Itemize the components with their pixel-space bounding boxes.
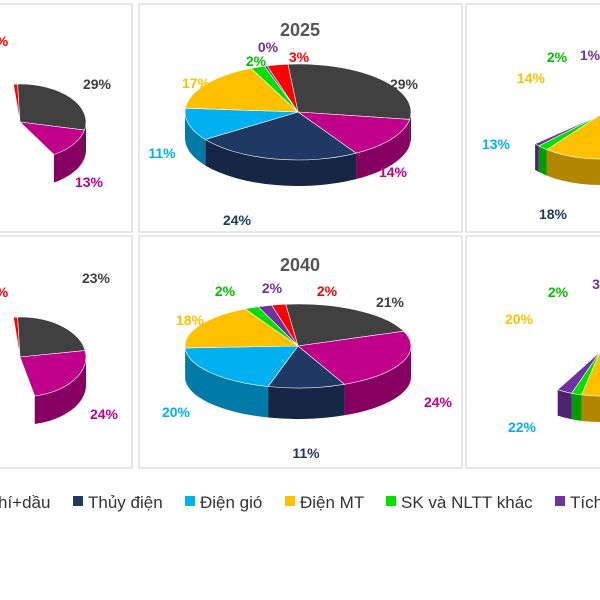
pie-3-slice-solar bbox=[546, 114, 600, 160]
pie-3-label-storage: 1% bbox=[580, 47, 600, 63]
pie-2-label-wind: 11% bbox=[148, 145, 176, 161]
pie-1-wall-gas_oil bbox=[84, 122, 86, 159]
pie-5-slice-hydro bbox=[267, 345, 346, 389]
pie-5-label-biomass: 2% bbox=[215, 283, 236, 299]
legend: hí+dầu Thủy điện Điện gió Điện MT SK và … bbox=[0, 493, 600, 512]
pie-2-label-storage: 0% bbox=[258, 39, 279, 55]
pie-1-label-coal: 13% bbox=[75, 174, 104, 190]
legend-label-biomass: SK và NLTT khác bbox=[401, 493, 533, 512]
pie-3-label-hydro: 18% bbox=[539, 206, 568, 222]
legend-swatch-hydro bbox=[73, 496, 83, 506]
pie-2-label-biomass: 2% bbox=[246, 53, 267, 69]
pie-5-slice-coal bbox=[297, 330, 412, 385]
pie-1-label-gas_oil: 29% bbox=[83, 76, 112, 92]
pie-4-wall-coal bbox=[34, 357, 86, 424]
pie-3-label-biomass: 2% bbox=[547, 49, 568, 65]
pie-4-label-gas_oil: 23% bbox=[82, 270, 111, 286]
pie-2-label-hydro: 24% bbox=[223, 212, 252, 228]
pie-2-slice-gas_oil bbox=[287, 63, 412, 120]
pie-2-wall-hydro bbox=[205, 139, 357, 187]
pie-5 bbox=[184, 303, 412, 419]
pie-4-label-other: % bbox=[0, 284, 9, 300]
legend-label-storage: Tích bbox=[570, 493, 600, 512]
pie-2-slice-coal bbox=[296, 111, 411, 154]
pie-2-wall-wind bbox=[185, 112, 206, 166]
pie-charts: %29%13%29%14%24%11%17%2%0%3%18%13%14%2%1… bbox=[0, 33, 600, 461]
legend-label-hydro: Thủy điện bbox=[88, 493, 163, 512]
pie-3-label-solar: 14% bbox=[517, 70, 546, 86]
pie-3-wall-biomass bbox=[538, 145, 547, 176]
pie-6-label-wind: 22% bbox=[508, 419, 537, 435]
pie-2-slice-wind bbox=[184, 107, 299, 140]
pie-2-label-gas_oil: 29% bbox=[390, 76, 419, 92]
pie-5-wall-wind bbox=[185, 347, 269, 418]
pie-2-label-coal: 14% bbox=[379, 164, 408, 180]
pie-5-label-storage: 2% bbox=[262, 280, 283, 296]
pie-6 bbox=[557, 351, 600, 422]
pie-1-slice-coal bbox=[19, 121, 85, 155]
pie-1-label-other: % bbox=[0, 33, 9, 49]
pie-6-label-biomass: 2% bbox=[548, 284, 569, 300]
pie-2-slice-hydro bbox=[204, 111, 357, 161]
legend-swatch-biomass bbox=[386, 496, 396, 506]
pie-3-slice-storage bbox=[534, 114, 600, 147]
legend-label-gas-oil: hí+dầu bbox=[0, 493, 50, 512]
pie-2-label-other: 3% bbox=[289, 49, 310, 65]
pie-5-label-coal: 24% bbox=[424, 394, 453, 410]
pie-2-wall-coal bbox=[356, 119, 410, 180]
pie-4-slice-gas_oil bbox=[17, 316, 86, 358]
pie-5-label-gas_oil: 21% bbox=[376, 294, 405, 310]
pie-3-wall-storage bbox=[535, 143, 539, 172]
pie-5-slice-gas_oil bbox=[285, 303, 405, 347]
pie-6-wall-storage bbox=[557, 389, 572, 420]
pie-2-slice-solar bbox=[184, 67, 299, 113]
pie-1-wall-coal bbox=[53, 130, 85, 183]
legend-label-wind: Điện gió bbox=[200, 493, 262, 512]
pie-5-slice-other bbox=[271, 303, 299, 347]
pie-4 bbox=[13, 316, 87, 424]
pie-3-wall-solar bbox=[546, 149, 600, 185]
legend-swatch-storage bbox=[555, 496, 565, 506]
pie-5-slice-wind bbox=[184, 345, 299, 387]
pie-6-wall-solar bbox=[581, 394, 600, 422]
chart-title-2040: 2040 bbox=[280, 255, 320, 275]
pie-5-label-other: 2% bbox=[317, 283, 338, 299]
pie-2-wall-gas_oil bbox=[409, 112, 411, 146]
panel-frame-6 bbox=[465, 235, 600, 469]
legend-swatch-solar bbox=[285, 496, 295, 506]
pie-5-slice-solar bbox=[184, 308, 299, 349]
pie-5-wall-coal bbox=[344, 346, 411, 416]
pie-1 bbox=[13, 83, 87, 183]
legend-swatch-wind bbox=[185, 496, 195, 506]
chart-title-2025: 2025 bbox=[280, 20, 320, 40]
pie-6-label-solar: 20% bbox=[505, 311, 534, 327]
pie-6-wall-biomass bbox=[571, 393, 582, 421]
pie-5-wall-hydro bbox=[268, 384, 345, 419]
pie-5-label-wind: 20% bbox=[162, 404, 191, 420]
pie-6-slice-storage bbox=[557, 351, 600, 394]
panel-frame-3 bbox=[465, 3, 600, 233]
pie-3-label-wind: 13% bbox=[482, 136, 511, 152]
pie-5-label-solar: 18% bbox=[176, 312, 205, 328]
pie-4-label-coal: 24% bbox=[90, 406, 119, 422]
pie-4-slice-coal bbox=[19, 350, 87, 397]
pie-6-label-storage: 3 bbox=[592, 276, 600, 292]
pie-1-slice-gas_oil bbox=[17, 83, 87, 131]
pie-2 bbox=[184, 63, 412, 187]
pie-2-label-solar: 17% bbox=[182, 75, 211, 91]
legend-label-solar: Điện MT bbox=[300, 493, 364, 512]
pie-3 bbox=[534, 114, 600, 185]
pie-5-label-hydro: 11% bbox=[292, 445, 320, 461]
pie-2-slice-other bbox=[266, 63, 299, 113]
